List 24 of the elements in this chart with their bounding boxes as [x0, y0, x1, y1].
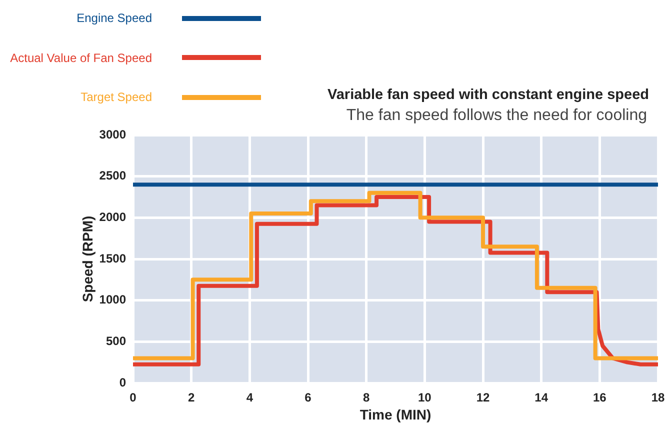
x-tick-label: 10 — [418, 390, 432, 405]
x-tick-label: 18 — [651, 390, 665, 405]
chart-title: Variable fan speed with constant engine speed — [328, 87, 649, 103]
y-tick-label: 1500 — [99, 251, 126, 266]
y-axis-title: Speed (RPM) — [79, 216, 96, 302]
y-tick-label: 3000 — [99, 127, 126, 142]
x-tick-label: 0 — [130, 390, 137, 405]
x-axis-title: Time (MIN) — [360, 406, 432, 422]
text: Engine Speed — [76, 11, 152, 25]
y-tick-label: 2500 — [99, 168, 126, 183]
y-tick-label: 1000 — [99, 292, 126, 307]
y-tick-label: 500 — [106, 334, 126, 348]
x-tick-label: 6 — [304, 390, 312, 405]
x-tick-label: 4 — [246, 390, 254, 405]
x-tick-label: 16 — [592, 390, 607, 405]
text: Actual Value of Fan Speed — [9, 50, 152, 64]
x-tick-label: 8 — [362, 390, 370, 405]
x-tick-label: 2 — [188, 390, 195, 405]
text: Target Speed — [80, 90, 152, 104]
y-tick-label: 2000 — [99, 210, 126, 224]
x-tick-label: 14 — [534, 390, 548, 405]
y-tick-label: 0 — [119, 375, 126, 390]
chart-subtitle: The fan speed follows the need for cooling — [346, 107, 647, 125]
x-tick-label: 12 — [476, 390, 490, 405]
